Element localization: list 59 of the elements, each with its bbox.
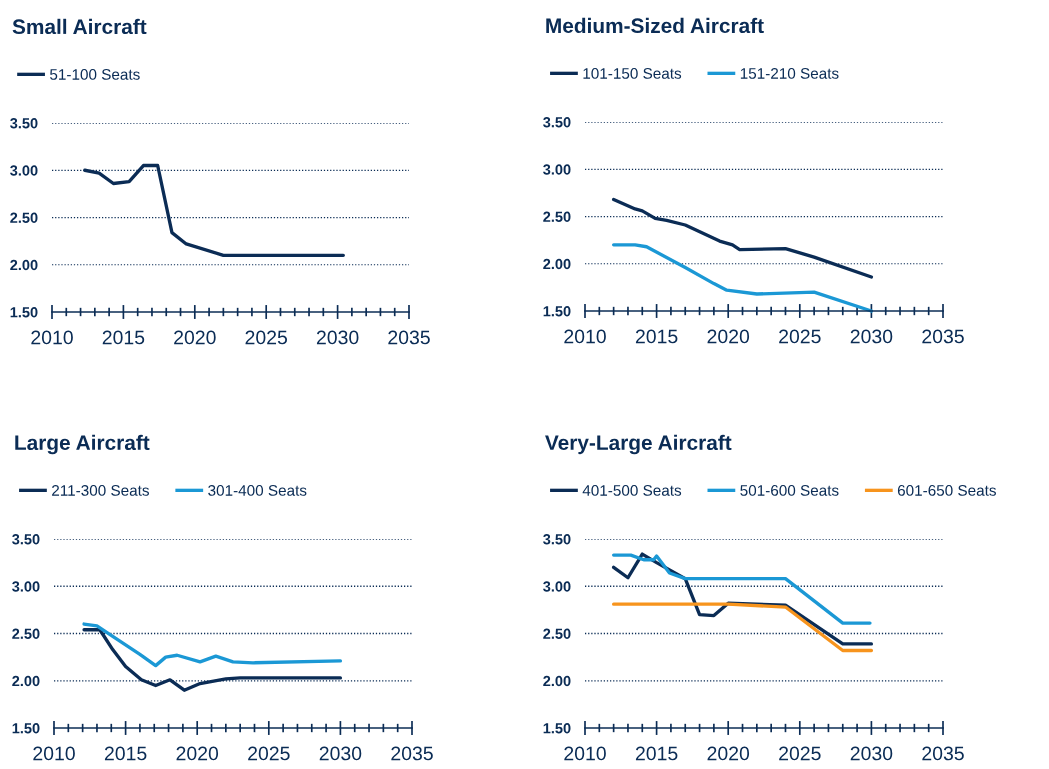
line-series	[611, 243, 874, 313]
x-tick-label: 2025	[779, 329, 821, 344]
y-tick-label: 2.00	[10, 259, 38, 271]
x-tick-label: 2025	[248, 746, 290, 761]
legend-label: 151-210 Seats	[740, 68, 839, 79]
x-tick-label: 2010	[33, 746, 75, 761]
x-tick-label: 2030	[850, 329, 893, 344]
y-tick-label: 2.50	[543, 211, 571, 222]
x-tick-label: 2015	[635, 746, 678, 761]
x-tick-label: 2020	[174, 330, 216, 345]
chart-title: Small Aircraft	[12, 18, 147, 35]
legend-label: 211-300 Seats	[52, 485, 149, 496]
y-tick-label: 1.50	[543, 723, 571, 734]
x-tick-label: 2030	[319, 746, 362, 761]
y-tick-label: 2.00	[12, 675, 40, 687]
legend-label: 101-150 Seats	[583, 68, 682, 79]
y-tick-label: 3.50	[12, 534, 40, 545]
x-tick-label: 2035	[391, 746, 433, 761]
y-tick-label: 2.50	[543, 628, 571, 639]
x-tick-label: 2015	[102, 330, 145, 345]
x-tick-label: 2020	[707, 746, 750, 761]
line-series	[82, 622, 343, 668]
y-tick-label: 2.50	[12, 628, 40, 639]
y-tick-label: 1.50	[12, 723, 40, 734]
x-tick-label: 2015	[104, 746, 147, 761]
y-tick-label: 3.00	[10, 165, 38, 176]
y-tick-label: 3.50	[10, 118, 38, 129]
x-tick-label: 2035	[388, 330, 430, 345]
x-tick-label: 2010	[564, 746, 606, 761]
y-tick-label: 2.00	[543, 675, 571, 687]
x-tick-label: 2030	[850, 746, 893, 761]
x-tick-label: 2015	[635, 329, 678, 344]
y-tick-label: 3.00	[12, 581, 40, 592]
x-tick-label: 2020	[176, 746, 219, 761]
line-series	[611, 553, 872, 625]
legend-label: 401-500 Seats	[582, 485, 682, 496]
legend-label: 501-600 Seats	[740, 485, 839, 496]
chart-title: Very-Large Aircraft	[545, 434, 732, 455]
chart-title: Large Aircraft	[15, 434, 150, 455]
legend-label: 301-400 Seats	[208, 485, 307, 496]
y-tick-label: 3.50	[543, 117, 571, 128]
legend-label: 51-100 Seats	[50, 69, 140, 80]
y-tick-label: 1.50	[10, 307, 38, 318]
x-tick-label: 2025	[245, 330, 288, 345]
legend-label: 601-650 Seats	[897, 485, 996, 496]
x-tick-label: 2035	[922, 746, 964, 761]
y-tick-label: 1.50	[543, 306, 571, 317]
y-tick-label: 3.50	[543, 534, 571, 545]
y-tick-label: 2.00	[543, 258, 571, 270]
y-tick-label: 3.00	[543, 581, 571, 592]
chart-title: Medium-Sized Aircraft	[546, 17, 764, 34]
y-tick-label: 3.00	[543, 164, 571, 175]
y-tick-label: 2.50	[10, 212, 38, 223]
x-tick-label: 2030	[316, 330, 359, 345]
x-tick-label: 2010	[31, 330, 73, 345]
x-tick-label: 2020	[707, 329, 750, 344]
x-tick-label: 2010	[564, 329, 606, 344]
x-tick-label: 2025	[779, 746, 821, 761]
x-tick-label: 2035	[922, 329, 964, 344]
